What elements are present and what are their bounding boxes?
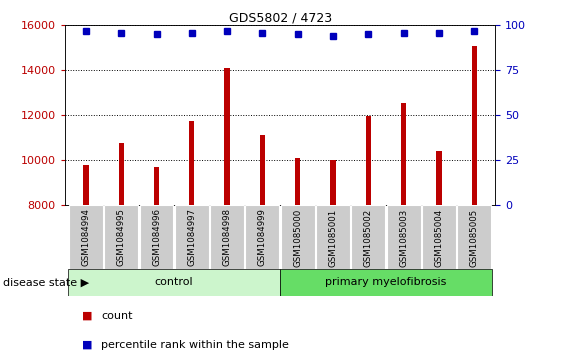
Bar — [366, 117, 371, 205]
Bar — [436, 151, 441, 205]
Text: ■: ■ — [82, 311, 92, 321]
FancyBboxPatch shape — [68, 269, 280, 296]
Bar — [154, 167, 159, 205]
Bar — [472, 46, 477, 205]
Text: GSM1085004: GSM1085004 — [435, 208, 444, 266]
FancyBboxPatch shape — [387, 205, 421, 269]
Text: GSM1085001: GSM1085001 — [329, 208, 338, 266]
Text: count: count — [101, 311, 133, 321]
Bar — [225, 68, 230, 205]
FancyBboxPatch shape — [69, 205, 103, 269]
Text: primary myelofibrosis: primary myelofibrosis — [325, 277, 446, 287]
Text: GSM1085002: GSM1085002 — [364, 208, 373, 266]
Text: GSM1084999: GSM1084999 — [258, 208, 267, 266]
Bar — [119, 143, 124, 205]
FancyBboxPatch shape — [210, 205, 244, 269]
Text: GSM1084998: GSM1084998 — [222, 208, 231, 266]
Bar — [330, 160, 336, 205]
Text: control: control — [155, 277, 194, 287]
FancyBboxPatch shape — [422, 205, 456, 269]
Bar — [189, 121, 194, 205]
Text: GSM1085003: GSM1085003 — [399, 208, 408, 266]
FancyBboxPatch shape — [351, 205, 385, 269]
Bar — [401, 103, 406, 205]
Text: GSM1085005: GSM1085005 — [470, 208, 479, 266]
FancyBboxPatch shape — [281, 205, 315, 269]
Text: percentile rank within the sample: percentile rank within the sample — [101, 340, 289, 350]
Bar — [83, 165, 88, 205]
Text: ■: ■ — [82, 340, 92, 350]
Text: disease state ▶: disease state ▶ — [3, 277, 89, 287]
Text: GSM1084995: GSM1084995 — [117, 208, 126, 266]
FancyBboxPatch shape — [175, 205, 209, 269]
FancyBboxPatch shape — [457, 205, 491, 269]
FancyBboxPatch shape — [104, 205, 138, 269]
Bar — [295, 158, 301, 205]
FancyBboxPatch shape — [316, 205, 350, 269]
Text: GSM1084996: GSM1084996 — [152, 208, 161, 266]
FancyBboxPatch shape — [140, 205, 173, 269]
Text: GSM1085000: GSM1085000 — [293, 208, 302, 266]
FancyBboxPatch shape — [280, 269, 492, 296]
FancyBboxPatch shape — [245, 205, 279, 269]
Text: GSM1084997: GSM1084997 — [187, 208, 196, 266]
Bar — [260, 135, 265, 205]
Title: GDS5802 / 4723: GDS5802 / 4723 — [229, 11, 332, 24]
Text: GSM1084994: GSM1084994 — [82, 208, 91, 266]
